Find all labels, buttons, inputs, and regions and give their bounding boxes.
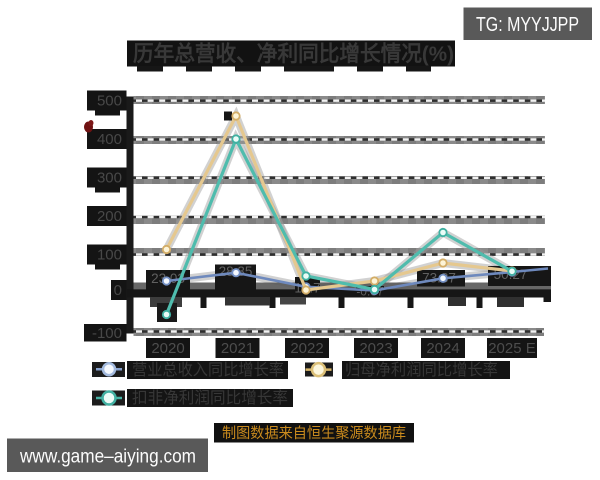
- svg-text:-100: -100: [92, 325, 122, 342]
- svg-text:2023: 2023: [359, 340, 392, 357]
- svg-text:2022: 2022: [290, 340, 323, 357]
- svg-text:营业总收入同比增长率: 营业总收入同比增长率: [132, 361, 284, 379]
- svg-text:历年总营收、净利同比增长情况(%): 历年总营收、净利同比增长情况(%): [133, 41, 454, 66]
- svg-text:2025 E: 2025 E: [488, 340, 536, 357]
- svg-text:200: 200: [97, 208, 122, 225]
- svg-text:TG: MYYJJPP: TG: MYYJJPP: [476, 14, 579, 36]
- svg-text:0: 0: [114, 282, 122, 299]
- svg-text:扣非净利润同比增长率: 扣非净利润同比增长率: [132, 389, 288, 407]
- svg-text:300: 300: [97, 170, 122, 187]
- svg-text:2021: 2021: [221, 340, 254, 357]
- svg-text:400: 400: [97, 131, 122, 148]
- svg-text:2020: 2020: [151, 340, 184, 357]
- svg-text:100: 100: [97, 247, 122, 264]
- svg-text:www.game–aiying.com: www.game–aiying.com: [19, 447, 196, 468]
- svg-text:2024: 2024: [426, 340, 459, 357]
- svg-text:500: 500: [97, 93, 122, 110]
- svg-text:制图数据来自恒生聚源数据库: 制图数据来自恒生聚源数据库: [222, 425, 406, 442]
- svg-text:归母净利润同比增长率: 归母净利润同比增长率: [345, 361, 498, 379]
